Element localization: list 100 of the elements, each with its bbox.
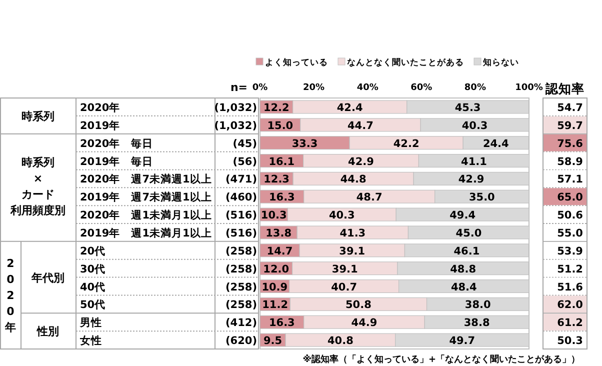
data-label: 46.1 (454, 245, 480, 258)
data-label: 48.8 (450, 263, 476, 276)
data-label: 13.8 (266, 227, 292, 240)
data-label: 24.4 (482, 138, 509, 150)
legend-label: なんとなく聞いたことがある (347, 57, 464, 68)
data-label: 33.3 (292, 138, 318, 150)
x-tick-label: 60% (410, 83, 432, 93)
data-label: 35.0 (468, 192, 495, 204)
text: 59.7 (557, 120, 583, 132)
data-label: 44.7 (348, 120, 374, 132)
data-label: 39.1 (332, 263, 358, 276)
data-label: 50.8 (345, 299, 372, 312)
text: (471) (225, 174, 257, 186)
text: 61.2 (557, 317, 583, 330)
data-label: 14.7 (266, 245, 293, 258)
data-label: 39.1 (339, 245, 366, 258)
data-label: 45.0 (456, 227, 482, 240)
data-label: 41.3 (340, 227, 366, 240)
x-tick-label: 0% (252, 83, 268, 93)
text: (45) (232, 138, 257, 150)
y-tick-label: 50代 (80, 299, 106, 312)
y-tick-label: 30代 (80, 263, 106, 276)
text: (258) (225, 281, 257, 294)
data-label: 12.3 (264, 174, 290, 186)
y-tick-label: 2019年 週1未満月1以上 (80, 226, 212, 240)
text: (516) (225, 227, 257, 240)
text: 51.6 (557, 281, 583, 294)
text: 53.9 (557, 245, 583, 258)
y-tick-label: 2020年 週1未満月1以上 (80, 208, 212, 222)
text: 62.0 (557, 299, 583, 312)
text: ※認知率（「よく知っている」+「なんとなく聞いたことがある」） (302, 354, 580, 365)
text: 時系列 (22, 156, 54, 169)
data-label: 44.8 (340, 174, 366, 186)
data-label: 42.9 (458, 174, 484, 186)
y-tick-label: 2020年 (80, 100, 120, 114)
y-tick-label: 女性 (79, 334, 102, 348)
text: 75.6 (557, 138, 583, 150)
text: (56) (232, 156, 257, 168)
data-label: 15.0 (267, 120, 294, 132)
legend-label: よく知っている (265, 57, 328, 68)
x-tick-label: 40% (356, 83, 378, 93)
text: 認知率 (544, 81, 584, 96)
data-label: 16.1 (268, 156, 295, 168)
data-label: 48.4 (450, 281, 477, 294)
y-tick-label: 2020年 毎日 (80, 136, 154, 150)
data-label: 12.0 (263, 263, 290, 276)
text: (258) (225, 299, 257, 312)
text: 2020年 (4, 257, 16, 334)
data-label: 9.5 (263, 335, 282, 348)
data-label: 38.0 (464, 299, 491, 312)
data-label: 40.7 (331, 281, 358, 294)
data-label: 44.9 (351, 317, 378, 330)
text: (258) (225, 245, 257, 258)
text: カード (22, 188, 54, 201)
text: 50.6 (557, 210, 583, 222)
text: 時系列 (22, 110, 54, 123)
text: 54.7 (557, 102, 583, 114)
data-label: 48.7 (356, 192, 382, 204)
text: 利用頻度別 (10, 204, 66, 217)
text: × (33, 172, 43, 185)
text: 65.0 (557, 192, 583, 204)
data-label: 49.4 (450, 210, 476, 222)
data-label: 40.3 (462, 120, 488, 132)
data-label: 38.8 (464, 317, 490, 330)
y-tick-label: 2019年 (80, 118, 120, 132)
text: (516) (225, 210, 257, 222)
data-label: 16.3 (268, 192, 295, 204)
text: (460) (225, 192, 257, 204)
y-tick-label: 2019年 週7未満週1以上 (80, 190, 212, 204)
text: 性別 (36, 325, 59, 338)
data-label: 41.1 (461, 156, 487, 168)
data-label: 49.7 (449, 335, 476, 348)
y-tick-label: 40代 (80, 281, 106, 294)
x-tick-label: 100% (515, 83, 543, 93)
text: n= (230, 81, 248, 94)
text: (1,032) (214, 120, 257, 132)
data-label: 40.8 (327, 335, 354, 348)
data-label: 42.2 (393, 138, 420, 150)
data-label: 40.3 (328, 210, 355, 222)
data-label: 11.2 (262, 299, 288, 312)
text: 年代別 (30, 271, 64, 284)
y-tick-label: 2020年 週7未満週1以上 (80, 172, 212, 186)
x-tick-label: 80% (464, 83, 486, 93)
data-label: 12.2 (263, 102, 290, 114)
x-tick-label: 20% (303, 83, 325, 93)
data-label: 16.3 (268, 317, 295, 330)
text: 58.9 (557, 156, 583, 168)
data-label: 42.9 (348, 156, 374, 168)
y-tick-label: 2019年 毎日 (80, 154, 154, 168)
text: (412) (225, 317, 257, 330)
text: 51.2 (557, 263, 583, 276)
text: (620) (225, 335, 257, 348)
text: 50.3 (557, 335, 583, 348)
data-label: 10.9 (262, 281, 288, 294)
text: 55.0 (557, 227, 583, 240)
data-label: 42.4 (336, 102, 363, 114)
legend-label: 知らない (482, 57, 519, 68)
text: (258) (225, 263, 257, 276)
y-tick-label: 男性 (79, 316, 102, 330)
y-tick-label: 20代 (80, 245, 106, 258)
